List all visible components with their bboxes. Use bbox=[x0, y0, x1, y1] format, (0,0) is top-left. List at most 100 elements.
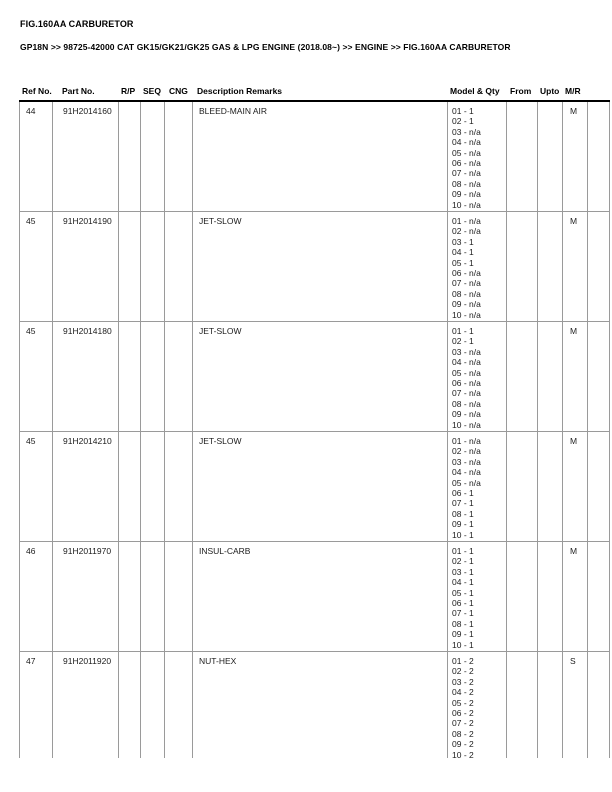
model-qty-line: 04 - n/a bbox=[452, 467, 481, 478]
model-qty-line: 05 - 1 bbox=[452, 587, 474, 598]
model-qty-line: 01 - n/a bbox=[452, 436, 481, 446]
model-qty-line: 03 - 1 bbox=[452, 566, 474, 577]
model-qty-line: 01 - 1 bbox=[452, 546, 474, 556]
model-qty-line: 04 - 1 bbox=[452, 577, 474, 588]
column-header-model-qty: Model & Qty bbox=[450, 86, 500, 96]
model-qty-line: 02 - 1 bbox=[452, 556, 474, 567]
model-qty-line: 03 - 2 bbox=[452, 676, 474, 687]
model-qty-line: 03 - n/a bbox=[452, 126, 481, 137]
column-header-from: From bbox=[510, 86, 532, 96]
rp-cell bbox=[119, 102, 141, 211]
column-header-cng: CNG bbox=[169, 86, 188, 96]
part-no-cell: 91H2011920 bbox=[53, 652, 119, 758]
model-qty-line: 08 - n/a bbox=[452, 398, 481, 409]
upto-cell bbox=[538, 432, 563, 541]
model-qty-line: 05 - n/a bbox=[452, 147, 481, 158]
table-row: 45 91H2014190 JET-SLOW 01 - n/a 02 - n/a 0… bbox=[19, 212, 610, 322]
table-row: 45 91H2014210 JET-SLOW 01 - n/a 02 - n/a 0… bbox=[19, 432, 610, 542]
model-qty-line: 04 - n/a bbox=[452, 137, 481, 148]
cng-cell bbox=[165, 102, 193, 211]
mr-cell: M bbox=[563, 102, 588, 211]
mr-cell: M bbox=[563, 432, 588, 541]
model-qty-line: 06 - n/a bbox=[452, 268, 481, 279]
description-cell: BLEED-MAIN AIR bbox=[193, 102, 448, 211]
mr-cell: S bbox=[563, 652, 588, 758]
from-cell bbox=[507, 432, 538, 541]
upto-cell bbox=[538, 102, 563, 211]
model-qty-line: 06 - 2 bbox=[452, 708, 474, 719]
model-qty-line: 02 - 1 bbox=[452, 116, 474, 127]
column-header-part-no: Part No. bbox=[62, 86, 95, 96]
cng-cell bbox=[165, 212, 193, 321]
model-qty-line: 01 - n/a bbox=[452, 216, 481, 226]
model-qty-cell: 01 - n/a 02 - n/a 03 - 1 04 - 1 05 - 1 06 - n… bbox=[448, 212, 507, 321]
model-qty-line: 07 - 2 bbox=[452, 718, 474, 729]
model-qty-line: 04 - 1 bbox=[452, 247, 474, 258]
ref-no-cell: 46 bbox=[19, 542, 53, 651]
model-qty-line: 02 - n/a bbox=[452, 446, 481, 457]
rp-cell bbox=[119, 432, 141, 541]
model-qty-line: 06 - 1 bbox=[452, 598, 474, 609]
rp-cell bbox=[119, 542, 141, 651]
model-qty-line: 01 - 2 bbox=[452, 656, 474, 666]
upto-cell bbox=[538, 652, 563, 758]
model-qty-line: 02 - n/a bbox=[452, 226, 481, 237]
cng-cell bbox=[165, 542, 193, 651]
upto-cell bbox=[538, 322, 563, 431]
page-title: FIG.160AA CARBURETOR bbox=[20, 19, 134, 29]
model-qty-cell: 01 - 2 02 - 2 03 - 2 04 - 2 05 - 2 06 - 2 07 -… bbox=[448, 652, 507, 758]
cng-cell bbox=[165, 652, 193, 758]
spare-cell bbox=[588, 102, 610, 211]
description-cell: JET-SLOW bbox=[193, 212, 448, 321]
column-header-description: Description Remarks bbox=[197, 86, 283, 96]
model-qty-line: 03 - n/a bbox=[452, 346, 481, 357]
model-qty-line: 08 - 1 bbox=[452, 618, 474, 629]
spare-cell bbox=[588, 322, 610, 431]
model-qty-line: 06 - n/a bbox=[452, 378, 481, 389]
part-no-cell: 91H2014160 bbox=[53, 102, 119, 211]
mr-cell: M bbox=[563, 542, 588, 651]
description-cell: JET-SLOW bbox=[193, 322, 448, 431]
upto-cell bbox=[538, 212, 563, 321]
model-qty-line: 09 - 1 bbox=[452, 519, 474, 530]
model-qty-cell: 01 - 1 02 - 1 03 - n/a 04 - n/a 05 - n/a 06 -… bbox=[448, 102, 507, 211]
model-qty-line: 06 - 1 bbox=[452, 488, 474, 499]
upto-cell bbox=[538, 542, 563, 651]
from-cell bbox=[507, 322, 538, 431]
table-row: 45 91H2014180 JET-SLOW 01 - 1 02 - 1 03 - … bbox=[19, 322, 610, 432]
model-qty-line: 08 - 2 bbox=[452, 728, 474, 739]
model-qty-line: 09 - n/a bbox=[452, 189, 481, 200]
column-header-rp: R/P bbox=[121, 86, 136, 96]
model-qty-line: 03 - n/a bbox=[452, 456, 481, 467]
spare-cell bbox=[588, 542, 610, 651]
from-cell bbox=[507, 542, 538, 651]
seq-cell bbox=[141, 212, 165, 321]
model-qty-line: 09 - 2 bbox=[452, 739, 474, 750]
rp-cell bbox=[119, 322, 141, 431]
model-qty-line: 07 - n/a bbox=[452, 278, 481, 289]
cng-cell bbox=[165, 322, 193, 431]
ref-no-cell: 45 bbox=[19, 322, 53, 431]
table-row: 44 91H2014160 BLEED-MAIN AIR 01 - 1 02 - … bbox=[19, 102, 610, 212]
model-qty-line: 02 - 2 bbox=[452, 666, 474, 677]
table-body: 44 91H2014160 BLEED-MAIN AIR 01 - 1 02 - … bbox=[19, 100, 610, 758]
from-cell bbox=[507, 652, 538, 758]
seq-cell bbox=[141, 432, 165, 541]
ref-no-cell: 45 bbox=[19, 212, 53, 321]
spare-cell bbox=[588, 212, 610, 321]
model-qty-line: 07 - 1 bbox=[452, 608, 474, 619]
model-qty-line: 03 - 1 bbox=[452, 236, 474, 247]
model-qty-line: 10 - n/a bbox=[452, 419, 481, 430]
model-qty-line: 08 - n/a bbox=[452, 178, 481, 189]
mr-cell: M bbox=[563, 322, 588, 431]
model-qty-line: 04 - n/a bbox=[452, 357, 481, 368]
mr-cell: M bbox=[563, 212, 588, 321]
model-qty-cell: 01 - 1 02 - 1 03 - 1 04 - 1 05 - 1 06 - 1 07 -… bbox=[448, 542, 507, 651]
column-header-seq: SEQ bbox=[143, 86, 161, 96]
seq-cell bbox=[141, 322, 165, 431]
model-qty-line: 01 - 1 bbox=[452, 326, 474, 336]
model-qty-line: 09 - 1 bbox=[452, 629, 474, 640]
column-header-upto: Upto bbox=[540, 86, 560, 96]
ref-no-cell: 44 bbox=[19, 102, 53, 211]
